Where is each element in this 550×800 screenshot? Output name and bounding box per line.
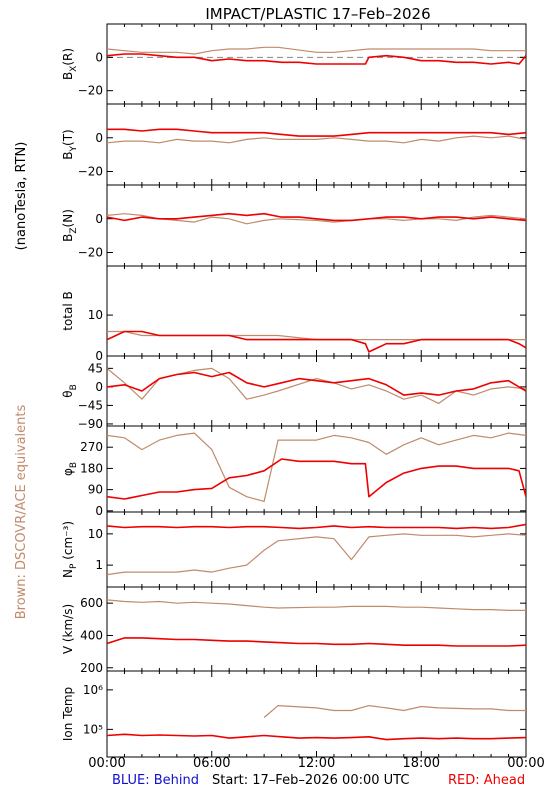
series-red-line	[107, 330, 526, 353]
y-tick-label: −20	[78, 246, 103, 260]
footer-behind-label: BLUE: Behind	[112, 773, 199, 788]
y-axis-label: BX(R)	[61, 48, 79, 80]
y-tick-label: 90	[88, 483, 103, 497]
series-red-line	[107, 523, 526, 530]
panel-frame	[106, 184, 527, 267]
y-tick-label: 0	[95, 212, 103, 226]
panel-frame	[106, 355, 527, 427]
series-brown-line	[263, 705, 526, 718]
panel-frame	[106, 511, 527, 588]
series-red-line	[107, 53, 526, 65]
panel-v: 600 400 200 V (km/s)	[61, 586, 527, 675]
series-brown-line	[107, 533, 526, 576]
footer-ahead-label: RED: Ahead	[448, 773, 525, 788]
x-tick-label: 00:00	[88, 756, 125, 771]
y-tick-label: 400	[80, 628, 103, 642]
y-axis-label: Ion Temp	[61, 687, 75, 741]
side-label-brown: Brown: DSCOVR/ACE equivalents	[14, 405, 29, 620]
y-tick-label: 10⁵	[83, 722, 103, 736]
panel-theta: 45 0 −45 −90 θB	[61, 355, 527, 431]
series-red-line	[107, 637, 526, 647]
y-axis-label: θB	[61, 384, 79, 398]
series-brown-line	[107, 599, 526, 611]
panel-phi: 270 180 90 0 φB	[61, 425, 527, 518]
y-tick-label: 0	[95, 50, 103, 64]
y-tick-label: −20	[78, 84, 103, 98]
y-tick-label: 10⁶	[83, 683, 103, 697]
series-brown-line	[107, 46, 526, 55]
y-tick-label: 10	[88, 308, 103, 322]
panel-bz: 0 −20 BZ(N)	[61, 184, 527, 267]
y-tick-label: 0	[95, 380, 103, 394]
panel-temp: 10⁶ 10⁵ Ion Temp	[61, 670, 527, 758]
y-tick-label: 270	[80, 440, 103, 454]
y-tick-label: 1	[95, 558, 103, 572]
side-label-units: (nanoTesla, RTN)	[14, 142, 29, 251]
y-tick-label: 0	[95, 504, 103, 518]
y-tick-label: −20	[78, 165, 103, 179]
y-tick-label: 45	[88, 361, 103, 375]
y-tick-label: −90	[78, 417, 103, 431]
series-brown-line	[107, 432, 526, 502]
panel-frame	[106, 103, 527, 186]
series-red-line	[107, 371, 526, 396]
x-tick-label: 00:00	[507, 756, 544, 771]
panel-frame	[106, 265, 527, 357]
panel-np: 10 1 NP (cm⁻³)	[61, 511, 527, 588]
panel-frame	[106, 425, 527, 513]
series-red-line	[107, 128, 526, 137]
panel-by: 0 −20 BY(T)	[61, 103, 527, 186]
panel-frame	[106, 586, 527, 672]
panel-bx: 0 −20 BX(R)	[61, 23, 527, 105]
y-tick-label: −45	[78, 398, 103, 412]
series-brown-line	[107, 213, 526, 225]
y-tick-label: 0	[95, 349, 103, 363]
x-tick-label: 18:00	[403, 756, 440, 771]
panel-btot: 0 10 total B	[61, 265, 527, 363]
footer-start-label: Start: 17–Feb–2026 00:00 UTC	[212, 773, 409, 788]
y-axis-label: BZ(N)	[61, 209, 79, 242]
series-red-line	[107, 212, 526, 222]
y-axis-label: BY(T)	[61, 129, 79, 159]
y-axis-label: φB	[61, 462, 79, 476]
series-red-line	[107, 458, 526, 500]
y-axis-label: V (km/s)	[61, 604, 75, 654]
x-tick-label: 06:00	[193, 756, 230, 771]
series-brown-line	[107, 135, 526, 144]
y-axis-label: total B	[61, 291, 75, 331]
series-red-line	[107, 733, 526, 741]
y-tick-label: 200	[80, 661, 103, 675]
y-tick-label: 10	[88, 527, 103, 541]
x-tick-label: 12:00	[298, 756, 335, 771]
series-brown-line	[107, 367, 526, 404]
panel-frame	[106, 670, 527, 758]
x-axis: 00:00 06:00 12:00 18:00 00:00	[88, 756, 544, 771]
y-tick-label: 0	[95, 131, 103, 145]
chart-title: IMPACT/PLASTIC 17–Feb–2026	[205, 5, 430, 23]
y-tick-label: 180	[80, 461, 103, 475]
y-axis-label: NP (cm⁻³)	[61, 521, 79, 578]
y-tick-label: 600	[80, 596, 103, 610]
